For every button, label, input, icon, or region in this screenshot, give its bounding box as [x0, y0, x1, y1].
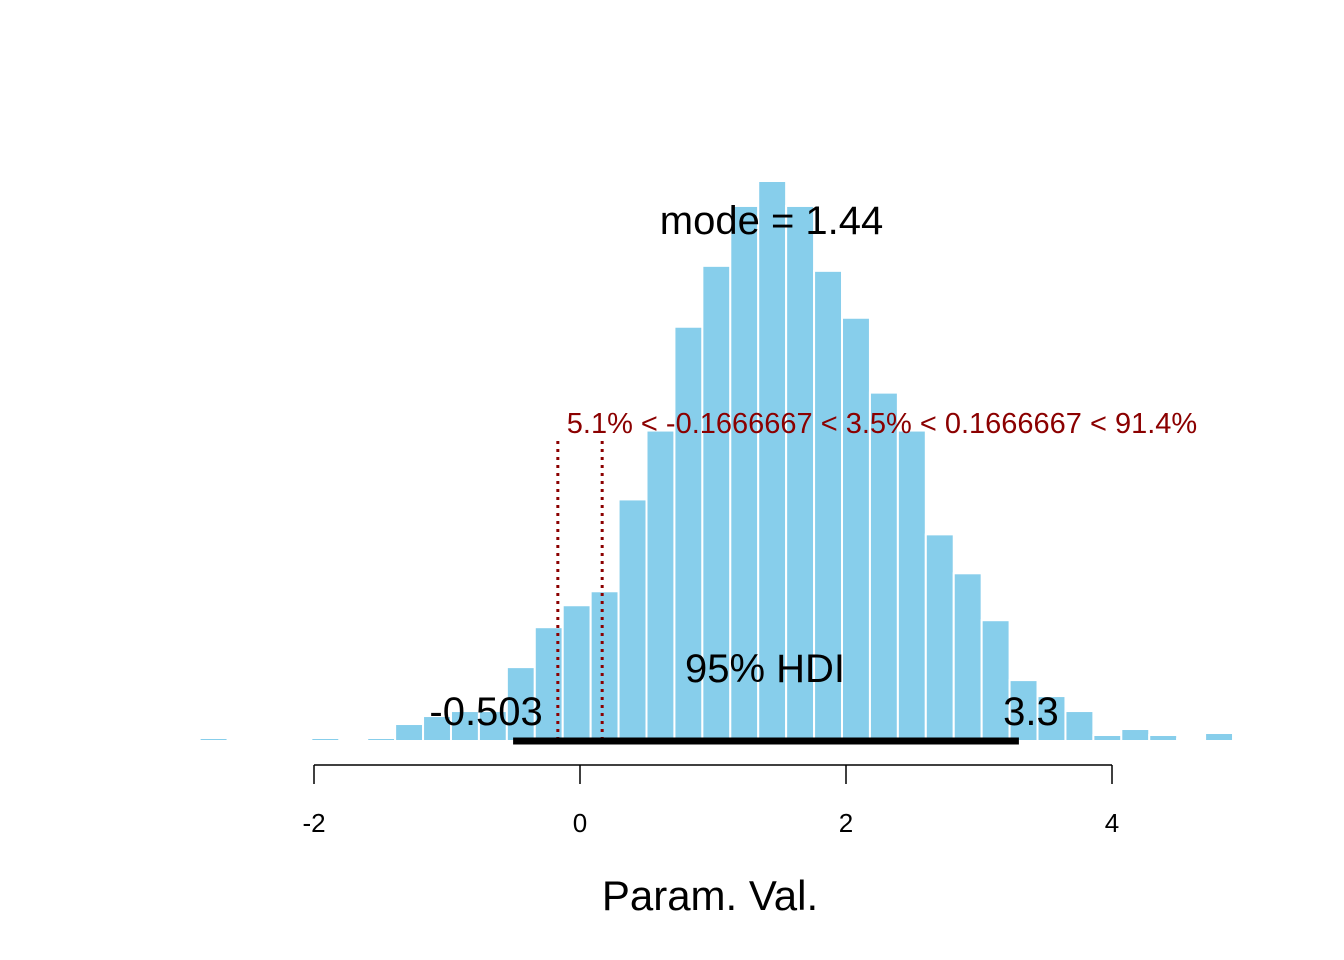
histogram-bar	[310, 737, 341, 742]
histogram-bar	[868, 391, 899, 742]
mode-label: mode = 1.44	[660, 199, 884, 243]
histogram-bar	[422, 715, 452, 743]
histogram-bar	[1148, 734, 1179, 743]
hdi-high-label: 3.3	[1003, 690, 1059, 734]
histogram-bar	[1008, 679, 1039, 742]
histogram-bar	[813, 269, 844, 742]
histogram-bars	[198, 179, 1235, 743]
x-tick-label: 2	[839, 808, 853, 838]
x-tick-label: -2	[302, 808, 325, 838]
histogram-bar	[198, 737, 229, 742]
histogram-bar	[1120, 728, 1151, 743]
x-tick-label: 4	[1105, 808, 1119, 838]
histogram-bar	[449, 710, 480, 743]
histogram-bar	[841, 316, 871, 742]
histogram-bar	[561, 604, 592, 743]
histogram-bar	[1064, 710, 1095, 743]
histogram-bar	[394, 723, 425, 743]
histogram-bar	[1204, 732, 1235, 742]
histogram-bar	[1036, 695, 1067, 743]
histogram-bar	[1092, 734, 1123, 743]
histogram-bar	[617, 498, 648, 742]
hdi-low-label: -0.503	[429, 690, 542, 734]
histogram-bar	[924, 533, 955, 743]
histogram-bar	[1176, 738, 1207, 742]
x-tick-label: 0	[573, 808, 587, 838]
x-axis-label: Param. Val.	[602, 872, 818, 919]
histogram-bar	[785, 204, 816, 742]
histogram-bar	[952, 572, 983, 743]
histogram-bar	[366, 737, 397, 742]
histogram-bar	[896, 429, 927, 742]
rope-label: 5.1% < -0.1666667 < 3.5% < 0.1666667 < 9…	[567, 408, 1197, 440]
x-axis: -2 0 2 4	[302, 764, 1119, 838]
histogram-bar	[645, 429, 676, 742]
histogram-bar	[589, 590, 620, 742]
rope-lines	[556, 441, 604, 741]
hdi-label: 95% HDI	[685, 647, 845, 691]
